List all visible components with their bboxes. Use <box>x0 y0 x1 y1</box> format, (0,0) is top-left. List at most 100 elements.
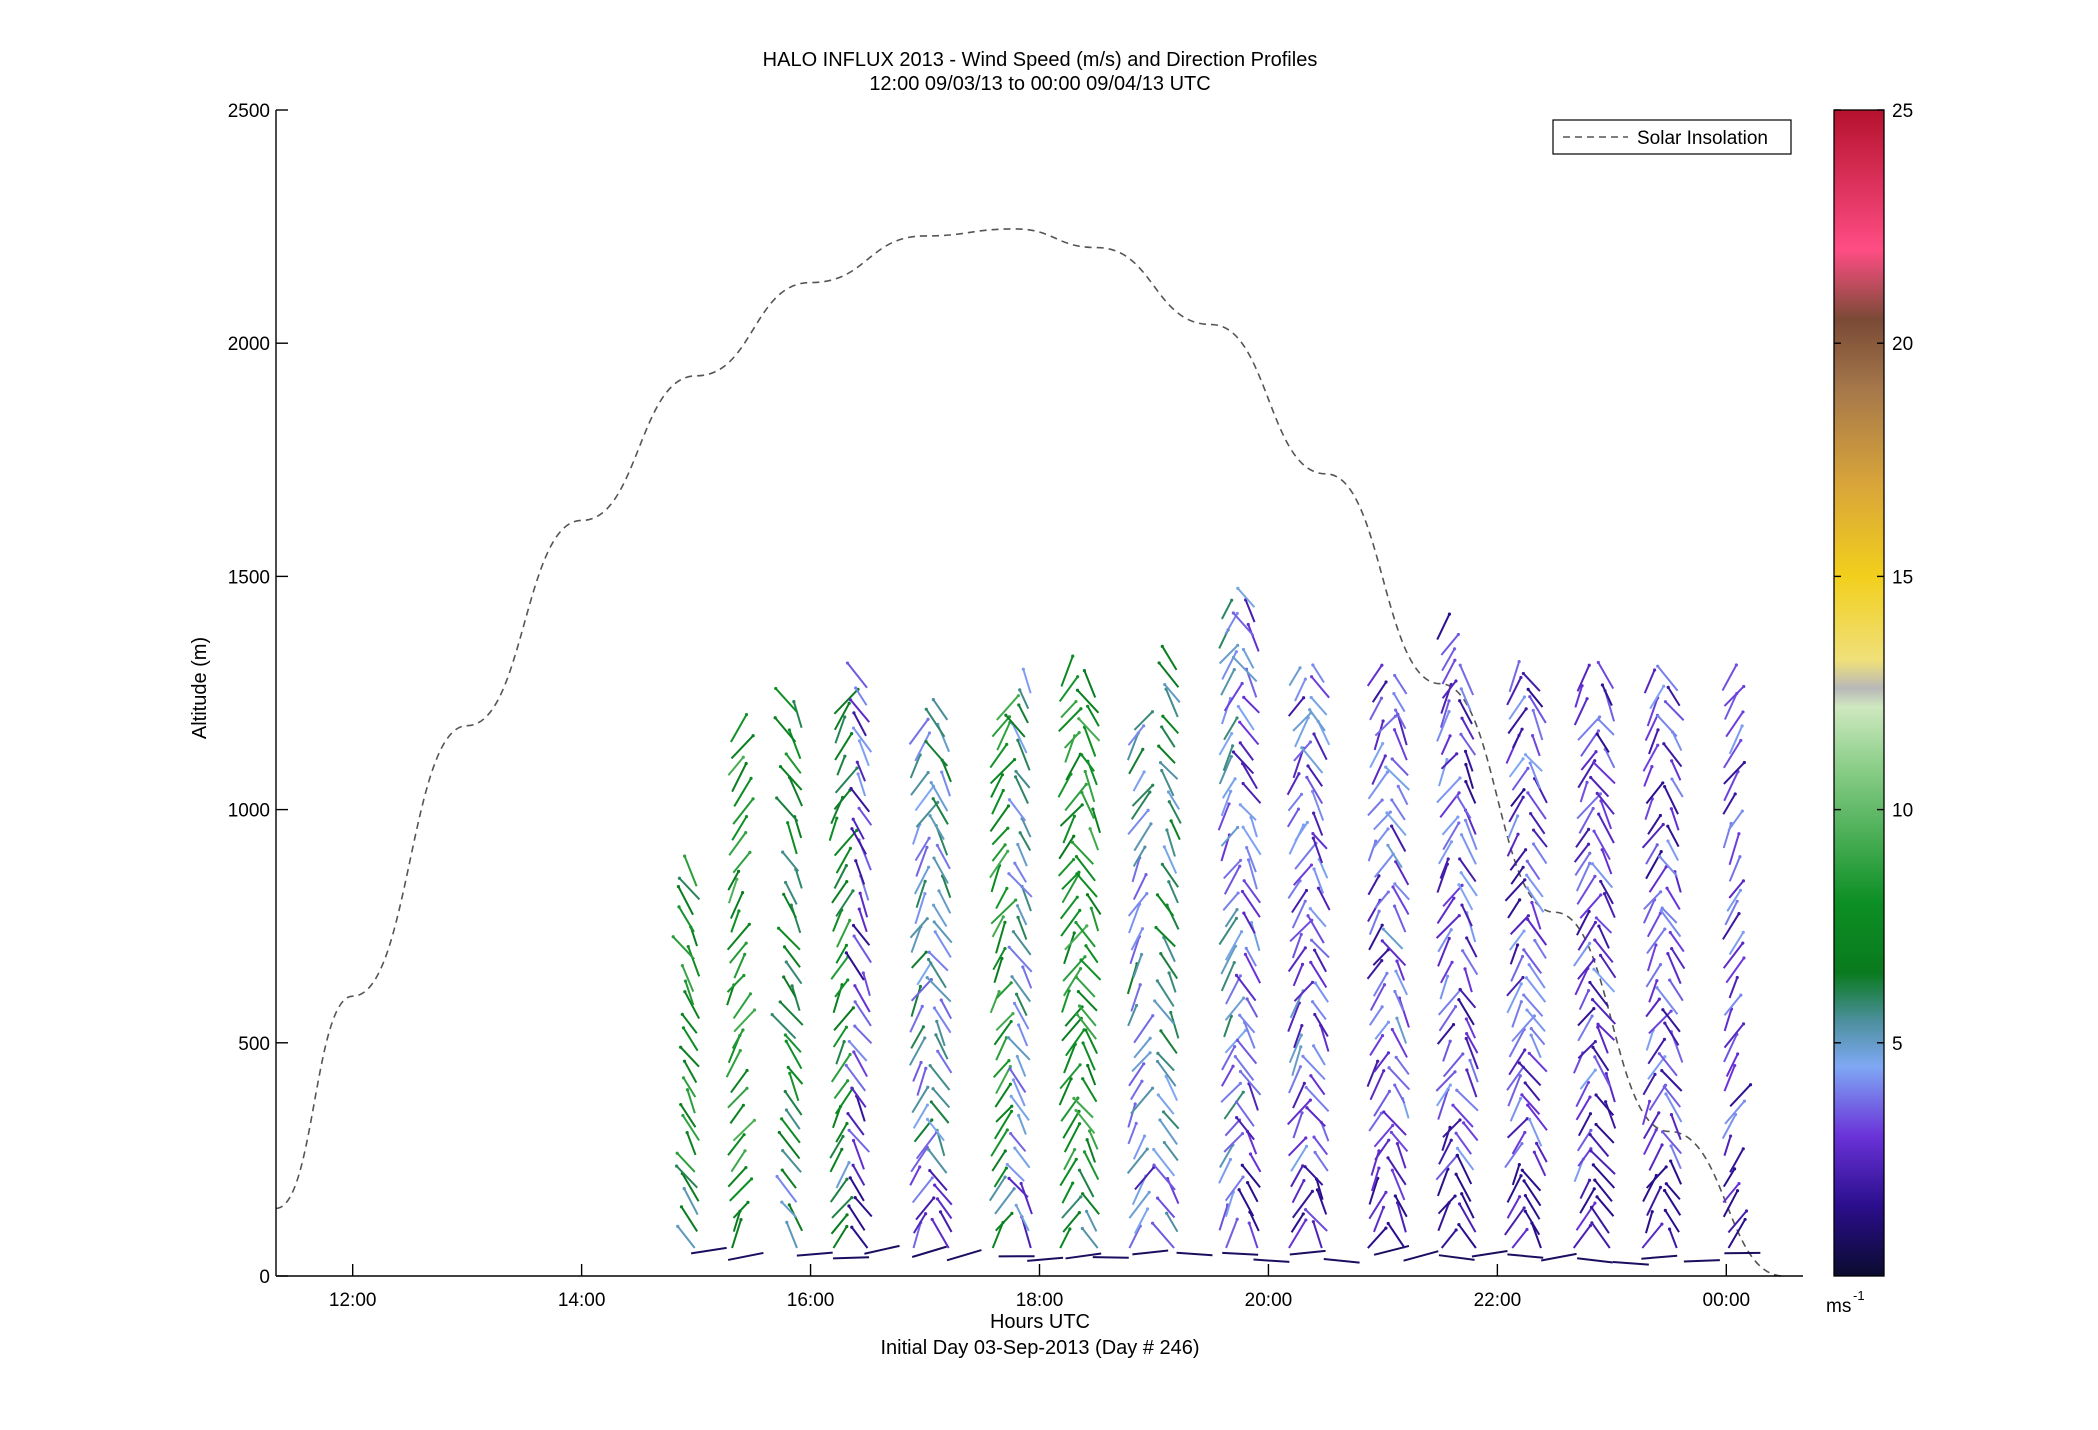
wind-arrow-head <box>1449 1040 1452 1043</box>
wind-arrow <box>1505 1208 1524 1235</box>
wind-arrow-head <box>1305 1106 1308 1109</box>
wind-arrow <box>996 1213 1012 1230</box>
wind-arrow-head <box>852 1139 855 1142</box>
wind-arrow <box>684 1189 698 1215</box>
wind-arrow-head <box>743 1149 746 1152</box>
wind-arrow-head <box>1311 1190 1314 1193</box>
wind-arrow-head <box>1525 1008 1528 1011</box>
wind-arrow-head <box>1591 1046 1594 1049</box>
wind-arrow <box>1724 1136 1730 1156</box>
chart-title: HALO INFLUX 2013 - Wind Speed (m/s) and … <box>763 49 1318 71</box>
wind-arrow-head <box>1009 1132 1012 1135</box>
wind-arrow-head <box>1167 880 1170 883</box>
wind-arrow-head <box>1522 929 1525 932</box>
wind-arrow <box>911 773 928 795</box>
wind-arrow <box>732 817 746 841</box>
wind-arrow-head <box>1081 1077 1084 1080</box>
wind-arrow-head <box>1735 663 1738 666</box>
wind-arrow-head <box>1146 1207 1149 1210</box>
wind-arrow-head <box>931 1176 934 1179</box>
wind-arrow-head <box>1524 1210 1527 1213</box>
wind-arrow-head <box>1453 1194 1456 1197</box>
wind-arrow-head <box>1071 841 1074 844</box>
wind-arrow <box>1059 860 1074 876</box>
wind-arrow-head <box>1012 930 1015 933</box>
wind-arrow-head <box>1149 822 1152 825</box>
wind-arrow-head <box>780 1117 783 1120</box>
wind-arrow-head <box>1161 715 1164 718</box>
wind-arrow <box>1162 727 1175 747</box>
wind-arrow-head <box>1593 875 1596 878</box>
wind-arrow <box>1511 1099 1521 1122</box>
wind-arrow-head <box>1464 780 1467 783</box>
wind-arrow-head <box>1086 893 1089 896</box>
wind-arrow-head <box>856 761 859 764</box>
wind-arrow <box>1248 1183 1258 1202</box>
wind-arrow <box>1369 772 1388 799</box>
wind-arrow <box>1579 808 1593 833</box>
wind-arrow-head <box>1229 790 1232 793</box>
wind-arrow-head <box>1384 1191 1387 1194</box>
wind-arrow <box>732 736 754 759</box>
wind-arrow <box>1223 893 1238 910</box>
wind-arrow <box>1238 588 1255 607</box>
wind-arrow-head <box>1304 1218 1307 1221</box>
wind-arrow <box>1129 1192 1149 1218</box>
wind-arrow <box>1645 670 1655 693</box>
wind-arrow <box>1294 982 1312 1001</box>
wind-arrow-head <box>934 1033 937 1036</box>
wind-arrow-head <box>1736 1189 1739 1192</box>
wind-arrow <box>835 830 857 855</box>
wind-arrow-head <box>1533 1151 1536 1154</box>
wind-arrow-head <box>852 1006 855 1009</box>
wind-arrow <box>1288 809 1299 827</box>
wind-arrow-head <box>1242 648 1245 651</box>
wind-arrow <box>1167 830 1175 857</box>
wind-arrow <box>1646 783 1662 804</box>
wind-arrow <box>685 992 699 1019</box>
wind-arrow <box>1723 914 1739 940</box>
wind-arrow <box>929 952 948 970</box>
wind-arrow-head <box>1163 683 1166 686</box>
wind-arrow <box>677 1166 698 1188</box>
wind-arrow-head <box>1381 742 1384 745</box>
wind-arrow-head <box>1518 660 1521 663</box>
wind-arrow <box>935 1185 952 1205</box>
wind-arrow-head <box>1592 830 1595 833</box>
wind-arrow-head <box>1086 1138 1089 1141</box>
wind-arrow-head <box>918 1165 921 1168</box>
wind-arrow-head <box>1460 717 1463 720</box>
wind-arrow-head <box>744 831 747 834</box>
wind-arrow-head <box>1460 1192 1463 1195</box>
wind-arrow-head <box>1085 924 1088 927</box>
wind-arrow-head <box>1241 682 1244 685</box>
wind-arrow-head <box>786 821 789 824</box>
wind-arrow <box>926 742 947 766</box>
wind-arrow-head <box>1165 828 1168 831</box>
wind-arrow-head <box>1078 1169 1081 1172</box>
wind-arrow <box>1395 1085 1405 1103</box>
wind-arrow <box>687 1133 695 1155</box>
wind-arrow-head <box>1304 946 1307 949</box>
wind-arrow-head <box>1450 1139 1453 1142</box>
wind-arrow <box>1087 1211 1097 1231</box>
wind-arrow-head <box>753 1008 756 1011</box>
wind-arrow-head <box>1526 860 1529 863</box>
wind-arrow-head <box>997 990 1000 993</box>
wind-arrow-head <box>1313 1151 1316 1154</box>
wind-arrow <box>910 1006 922 1032</box>
wind-arrow-head <box>1241 1164 1244 1167</box>
wind-arrow-head <box>1376 1060 1379 1063</box>
wind-arrow-head <box>1659 814 1662 817</box>
wind-arrow-head <box>1240 930 1243 933</box>
wind-arrow <box>1725 1101 1744 1124</box>
wind-arrow-head <box>1245 846 1248 849</box>
wind-arrow-head <box>781 1149 784 1152</box>
wind-arrow-head <box>1239 1070 1242 1073</box>
wind-arrow-head <box>1518 1195 1521 1198</box>
wind-arrow-head <box>1004 1149 1007 1152</box>
wind-arrow-head <box>1157 745 1160 748</box>
wind-arrow <box>1093 1257 1129 1258</box>
wind-arrow <box>1239 1190 1253 1216</box>
wind-arrow-head <box>750 1177 753 1180</box>
